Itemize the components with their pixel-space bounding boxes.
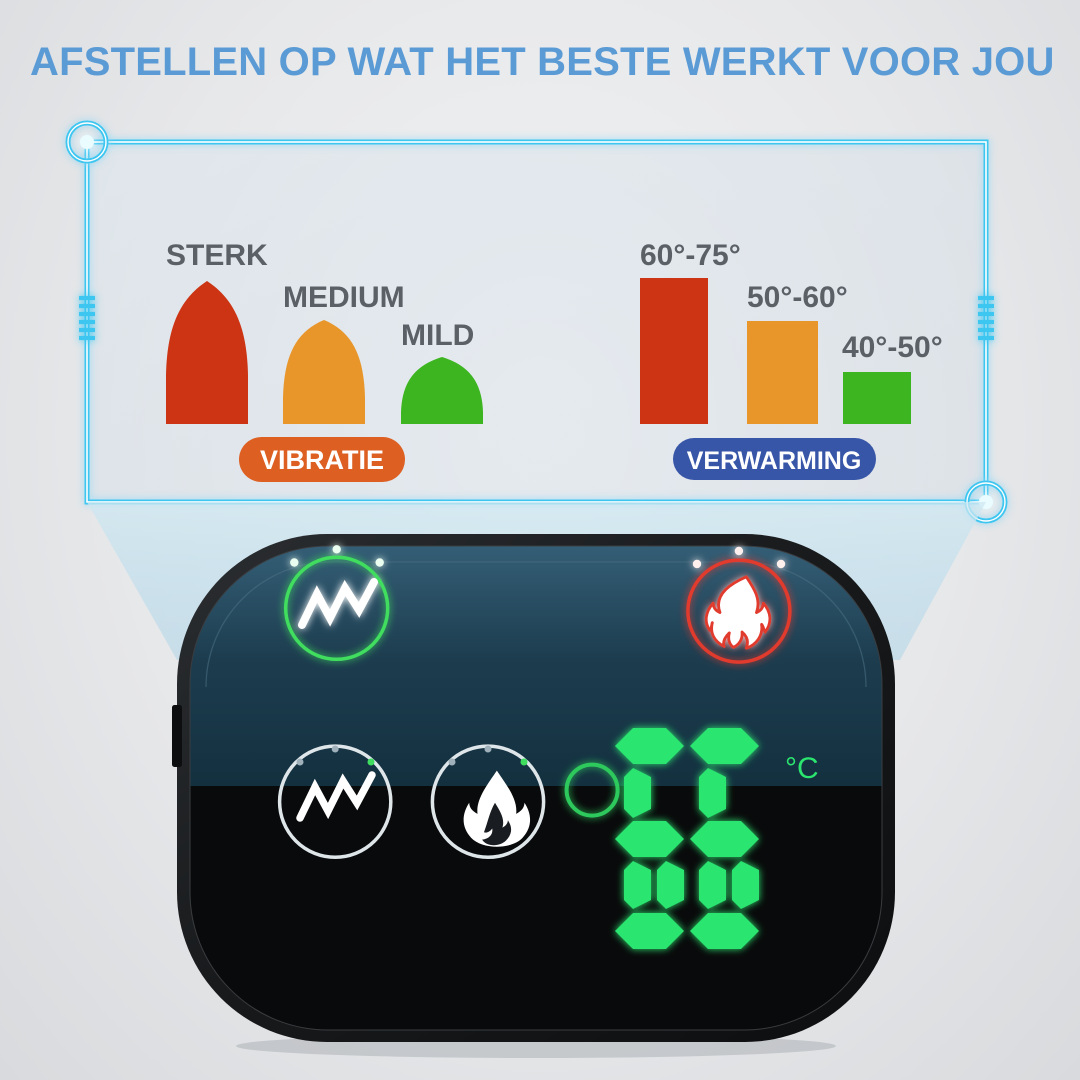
svg-text:MILD: MILD (401, 319, 474, 352)
svg-text:VERWARMING: VERWARMING (687, 447, 862, 475)
svg-text:VIBRATIE: VIBRATIE (260, 445, 384, 475)
svg-text:STERK: STERK (166, 239, 268, 272)
svg-text:°C: °C (785, 752, 819, 785)
svg-text:MEDIUM: MEDIUM (283, 281, 405, 314)
svg-text:60°-75°: 60°-75° (640, 239, 741, 272)
svg-text:50°-60°: 50°-60° (747, 281, 848, 314)
svg-text:40°-50°: 40°-50° (842, 331, 943, 364)
